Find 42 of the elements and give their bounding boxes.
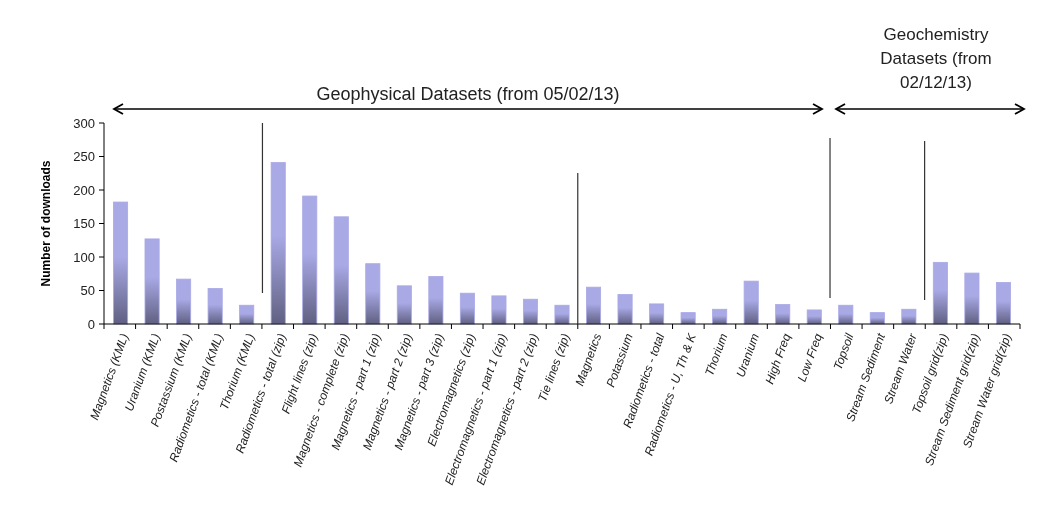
bar — [932, 261, 948, 325]
bar — [901, 308, 917, 325]
bar — [396, 285, 412, 325]
bar — [586, 286, 602, 325]
bar — [617, 294, 633, 325]
text: Geophysical Datasets (from 05/02/13) — [316, 84, 620, 104]
y-tick-label: 0 — [87, 316, 95, 332]
x-tick-label: Topsoil — [830, 331, 857, 372]
bar — [964, 272, 980, 325]
y-tick-label: 200 — [73, 182, 95, 198]
x-tick-label: High Freq — [762, 331, 794, 386]
bar — [459, 292, 475, 325]
bar — [522, 298, 538, 325]
y-tick-label: 300 — [73, 115, 95, 131]
y-tick-label: 100 — [73, 249, 95, 265]
bar — [365, 263, 381, 325]
bar — [869, 312, 885, 325]
bar — [743, 280, 759, 325]
bar — [649, 303, 665, 325]
bar — [207, 288, 223, 325]
bar — [491, 295, 507, 325]
y-tick-label: 250 — [73, 149, 95, 165]
y-tick-label: 150 — [73, 216, 95, 232]
bar — [680, 312, 696, 325]
x-tick-label: Low Freq — [794, 331, 826, 384]
bar — [806, 309, 822, 325]
y-tick-label: 50 — [80, 283, 95, 299]
bar — [113, 201, 129, 325]
bar — [995, 282, 1011, 325]
y-axis-title: Number of downloads — [39, 160, 53, 287]
bar — [302, 195, 318, 325]
bar — [554, 304, 570, 325]
bar — [144, 238, 160, 325]
bar — [712, 308, 728, 325]
bar — [428, 276, 444, 325]
bar — [775, 304, 791, 325]
bar — [176, 278, 192, 325]
bar — [838, 304, 854, 325]
bar — [270, 162, 286, 325]
bar — [333, 216, 349, 325]
bar — [239, 304, 255, 325]
text: Geochemistry Datasets (from 02/12/13) — [880, 25, 992, 92]
